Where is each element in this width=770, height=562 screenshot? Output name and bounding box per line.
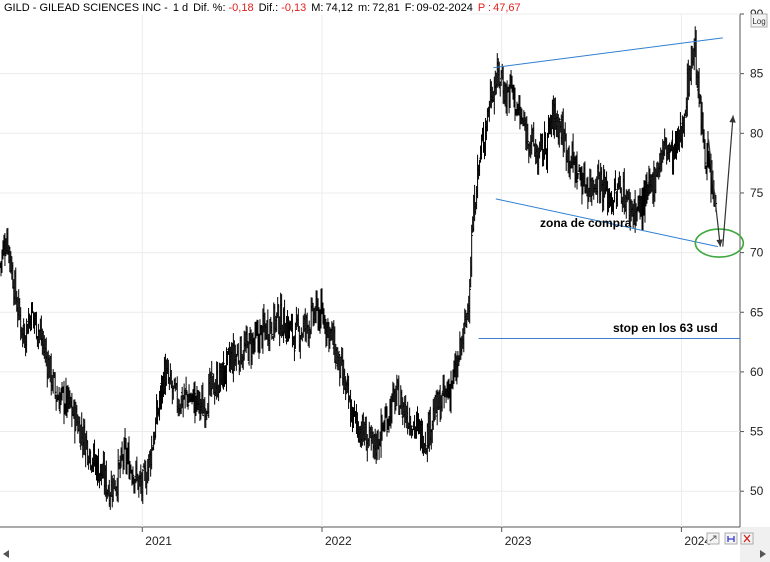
ohlc-bar bbox=[576, 173, 580, 180]
header-title: GILD - GILEAD SCIENCES INC - bbox=[4, 2, 168, 14]
header-high-value: 74,12 bbox=[325, 2, 353, 14]
ohlc-bar bbox=[575, 151, 579, 190]
ohlc-bar bbox=[73, 399, 77, 444]
ohlc-bar bbox=[307, 320, 311, 348]
ohlc-bar bbox=[470, 224, 473, 277]
buy-zone-ellipse bbox=[694, 228, 745, 258]
log-button[interactable]: Log bbox=[750, 13, 768, 28]
ohlc-bar bbox=[543, 121, 546, 160]
corner-panel bbox=[740, 527, 770, 562]
header-price-label: P : bbox=[478, 2, 491, 14]
ohlc-bar bbox=[131, 466, 135, 485]
ohlc-bar bbox=[349, 389, 352, 427]
scroll-right-icon[interactable] bbox=[760, 550, 766, 558]
buy-zone-label: zona de compra bbox=[540, 216, 632, 230]
stop-label: stop en los 63 usd bbox=[613, 321, 718, 335]
header-pct-label: Dif. %: bbox=[193, 2, 225, 14]
y-tick-label: 70 bbox=[750, 246, 764, 260]
arrow-down bbox=[707, 139, 723, 247]
y-tick-label: 50 bbox=[750, 484, 764, 498]
arrow-up bbox=[722, 115, 736, 247]
ohlc-bar bbox=[385, 406, 389, 437]
scroll-left-icon[interactable] bbox=[3, 550, 9, 558]
x-tick-label: 2023 bbox=[505, 534, 532, 548]
header-pct-value: -0,18 bbox=[229, 2, 254, 14]
ohlc-bar bbox=[53, 372, 57, 399]
ohlc-bar bbox=[150, 435, 153, 470]
ohlc-bar bbox=[698, 93, 702, 104]
ohlc-bar bbox=[347, 375, 350, 409]
x-tick-label: 2022 bbox=[325, 534, 352, 548]
ohlc-bar bbox=[193, 381, 197, 424]
header-date-label: F: bbox=[405, 2, 415, 14]
ohlc-bar bbox=[31, 302, 34, 314]
y-tick-label: 60 bbox=[750, 365, 764, 379]
header-period: 1 d bbox=[173, 2, 188, 14]
ohlc-bar bbox=[436, 391, 440, 410]
ohlc-bar bbox=[703, 139, 707, 170]
ohlc-bar bbox=[235, 353, 238, 371]
ohlc-bar bbox=[683, 113, 686, 137]
log-button-label: Log bbox=[752, 17, 765, 26]
ohlc-bar bbox=[424, 431, 427, 455]
header-date-value: 09-02-2024 bbox=[417, 2, 473, 14]
ohlc-bar bbox=[300, 327, 303, 340]
ohlc-bar bbox=[26, 323, 29, 335]
ohlc-bar bbox=[201, 382, 205, 417]
header-high-label: M: bbox=[311, 2, 323, 14]
ohlc-bar bbox=[85, 430, 88, 450]
ohlc-bar bbox=[276, 297, 279, 319]
ohlc-bar bbox=[116, 448, 120, 503]
ohlc-bar bbox=[480, 134, 483, 160]
header-change-label: Dif.: bbox=[259, 2, 279, 14]
y-tick-label: 55 bbox=[750, 425, 764, 439]
ohlc-bar bbox=[605, 171, 608, 192]
ohlc-bar bbox=[473, 184, 476, 222]
header-change-value: -0,13 bbox=[281, 2, 306, 14]
header-low-label: m: bbox=[358, 2, 370, 14]
y-tick-label: 85 bbox=[750, 67, 764, 81]
zoom-icon[interactable] bbox=[740, 532, 754, 545]
ohlc-bar bbox=[25, 318, 28, 353]
ohlc-bar bbox=[197, 390, 201, 414]
channel-lower-line bbox=[495, 198, 718, 248]
ohlc-bar bbox=[679, 112, 682, 143]
y-tick-label: 75 bbox=[750, 186, 764, 200]
header-bg bbox=[0, 0, 470, 15]
header-price-value: 47,67 bbox=[493, 2, 521, 14]
header-low-value: 72,81 bbox=[372, 2, 400, 14]
ohlc-bar bbox=[438, 384, 442, 422]
ohlc-bar bbox=[222, 351, 225, 390]
ohlc-bar bbox=[457, 355, 461, 366]
ohlc-bar bbox=[259, 324, 263, 336]
ohlc-bar bbox=[505, 80, 509, 117]
ohlc-bar bbox=[156, 400, 159, 425]
ohlc-bar bbox=[210, 360, 213, 397]
ohlc-bar bbox=[88, 448, 91, 464]
ohlc-bar bbox=[558, 117, 561, 148]
ohlc-bar bbox=[614, 170, 617, 191]
x-tick-label: 2021 bbox=[145, 534, 172, 548]
ohlc-bar bbox=[118, 455, 122, 479]
ohlc-bar bbox=[410, 425, 413, 439]
channel-upper-line bbox=[493, 37, 723, 69]
y-tick-label: 80 bbox=[750, 126, 764, 140]
chart-type-icon[interactable] bbox=[724, 532, 738, 545]
ohlc-bar bbox=[141, 469, 144, 504]
chart-header: GILD - GILEAD SCIENCES INC - 1 d Dif. %: -0… bbox=[4, 2, 521, 14]
ohlc-bar bbox=[287, 316, 290, 342]
x-tick-label: 2024 bbox=[684, 534, 711, 548]
ohlc-bar bbox=[186, 393, 190, 410]
expand-icon[interactable] bbox=[706, 532, 720, 545]
y-tick-label: 65 bbox=[750, 305, 764, 319]
